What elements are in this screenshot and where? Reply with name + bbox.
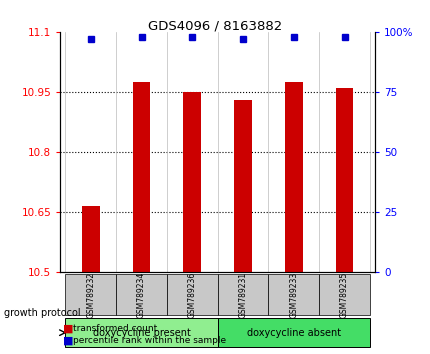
FancyBboxPatch shape — [65, 274, 116, 315]
Text: doxycycline present: doxycycline present — [92, 328, 190, 338]
FancyBboxPatch shape — [65, 318, 217, 347]
Bar — [284, 82, 302, 272]
Text: GSM789231: GSM789231 — [238, 272, 247, 318]
Text: ■: ■ — [62, 324, 73, 333]
Bar — [335, 88, 353, 272]
Text: growth protocol: growth protocol — [4, 308, 81, 318]
Text: percentile rank within the sample: percentile rank within the sample — [73, 336, 226, 345]
Text: GSM789234: GSM789234 — [137, 272, 146, 318]
Text: GSM789232: GSM789232 — [86, 272, 95, 318]
Bar — [82, 206, 99, 272]
Text: GSM789235: GSM789235 — [339, 272, 348, 318]
Bar — [233, 100, 251, 272]
Text: doxycycline absent: doxycycline absent — [246, 328, 340, 338]
Bar — [183, 92, 201, 272]
FancyBboxPatch shape — [166, 274, 217, 315]
Text: ■: ■ — [62, 336, 73, 346]
FancyBboxPatch shape — [116, 274, 166, 315]
FancyBboxPatch shape — [217, 274, 268, 315]
FancyBboxPatch shape — [318, 274, 369, 315]
Bar — [132, 82, 150, 272]
Text: GSM789233: GSM789233 — [289, 272, 298, 318]
Text: transformed count: transformed count — [73, 324, 157, 333]
Text: GDS4096 / 8163882: GDS4096 / 8163882 — [148, 19, 282, 33]
Text: GSM789236: GSM789236 — [187, 272, 197, 318]
FancyBboxPatch shape — [268, 274, 318, 315]
FancyBboxPatch shape — [217, 318, 369, 347]
